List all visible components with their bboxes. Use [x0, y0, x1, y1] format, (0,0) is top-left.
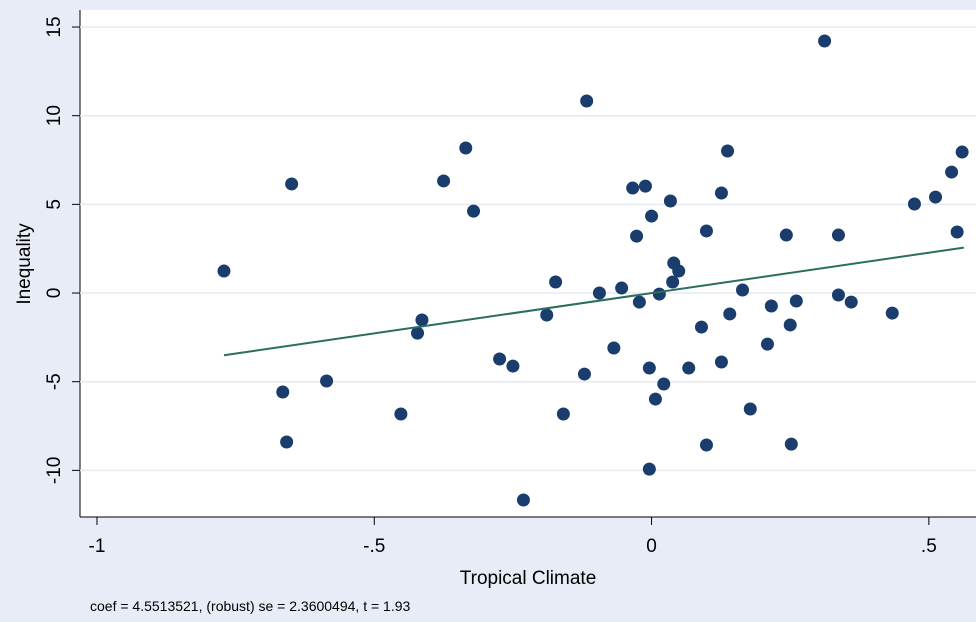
point — [437, 174, 451, 188]
footnote: coef = 4.5513521, (robust) se = 2.360049… — [90, 598, 411, 614]
point — [721, 144, 735, 158]
point — [648, 392, 662, 406]
point — [955, 145, 969, 159]
point — [577, 367, 591, 381]
point — [626, 181, 640, 195]
point — [217, 264, 231, 278]
point — [615, 281, 629, 295]
point — [415, 313, 429, 327]
point — [714, 355, 728, 369]
point — [394, 407, 408, 421]
point — [929, 190, 943, 204]
point — [723, 307, 737, 321]
point — [630, 229, 644, 243]
point — [459, 141, 473, 155]
point — [885, 306, 899, 320]
point — [276, 385, 290, 399]
point — [663, 194, 677, 208]
point — [280, 435, 294, 449]
point — [493, 352, 507, 366]
point — [694, 320, 708, 334]
point — [580, 94, 594, 108]
y-tick-label: 10 — [44, 105, 65, 126]
point — [789, 294, 803, 308]
point — [556, 407, 570, 421]
x-tick-label: -1 — [89, 536, 106, 557]
point — [642, 462, 656, 476]
x-axis-title: Tropical Climate — [460, 568, 597, 589]
point — [831, 228, 845, 242]
point — [760, 337, 774, 351]
point — [467, 204, 481, 218]
point — [411, 326, 425, 340]
point — [320, 374, 334, 388]
x-tick-label: .5 — [921, 536, 937, 557]
y-tick-label: -10 — [44, 457, 65, 484]
point — [736, 283, 750, 297]
y-axis-title: Inequality — [14, 223, 35, 305]
y-tick-label: 5 — [44, 199, 65, 210]
y-tick-label: 0 — [44, 288, 65, 299]
point — [632, 295, 646, 309]
point — [714, 186, 728, 200]
point — [652, 287, 666, 301]
fit-line — [223, 246, 964, 357]
point — [607, 341, 621, 355]
point — [682, 361, 696, 375]
point — [844, 295, 858, 309]
point — [945, 165, 959, 179]
point — [645, 209, 659, 223]
point — [666, 275, 680, 289]
point — [549, 275, 563, 289]
point — [592, 286, 606, 300]
point — [642, 361, 656, 375]
x-tick-label: 0 — [646, 536, 657, 557]
point — [764, 299, 778, 313]
point — [779, 228, 793, 242]
point — [783, 318, 797, 332]
point — [672, 264, 686, 278]
point — [699, 438, 713, 452]
point — [831, 288, 845, 302]
point — [540, 308, 554, 322]
point — [638, 179, 652, 193]
point — [907, 197, 921, 211]
point — [657, 377, 671, 391]
point — [818, 34, 832, 48]
point — [743, 402, 757, 416]
plot-area — [80, 10, 976, 517]
point — [285, 177, 299, 191]
x-tick-label: -.5 — [363, 536, 385, 557]
y-tick-label: 15 — [44, 16, 65, 37]
point — [516, 493, 530, 507]
point — [506, 359, 520, 373]
point — [784, 437, 798, 451]
y-tick-label: -5 — [44, 373, 65, 390]
point — [699, 224, 713, 238]
point — [950, 225, 964, 239]
